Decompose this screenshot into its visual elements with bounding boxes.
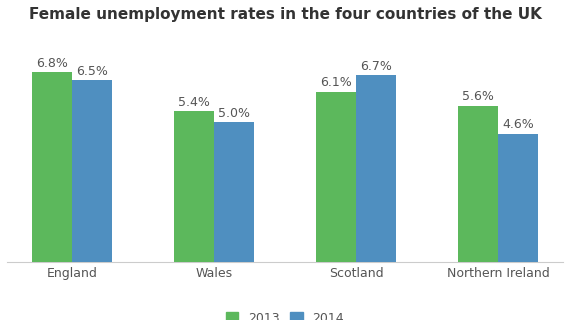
Bar bbox=[498, 134, 538, 262]
Text: 6.8%: 6.8% bbox=[36, 57, 68, 70]
Text: 5.4%: 5.4% bbox=[178, 96, 210, 109]
Text: 6.5%: 6.5% bbox=[76, 65, 108, 78]
Text: 5.0%: 5.0% bbox=[218, 107, 250, 120]
Bar bbox=[458, 106, 498, 262]
Text: 6.7%: 6.7% bbox=[360, 60, 392, 73]
Bar bbox=[174, 111, 214, 262]
Bar bbox=[32, 72, 72, 262]
Text: 5.6%: 5.6% bbox=[462, 90, 494, 103]
Text: 6.1%: 6.1% bbox=[320, 76, 352, 89]
Bar bbox=[316, 92, 356, 262]
Bar bbox=[356, 75, 396, 262]
Bar bbox=[214, 123, 254, 262]
Bar bbox=[72, 80, 112, 262]
Title: Female unemployment rates in the four countries of the UK: Female unemployment rates in the four co… bbox=[28, 7, 542, 22]
Text: 4.6%: 4.6% bbox=[502, 118, 534, 132]
Legend: 2013, 2014: 2013, 2014 bbox=[221, 307, 349, 320]
